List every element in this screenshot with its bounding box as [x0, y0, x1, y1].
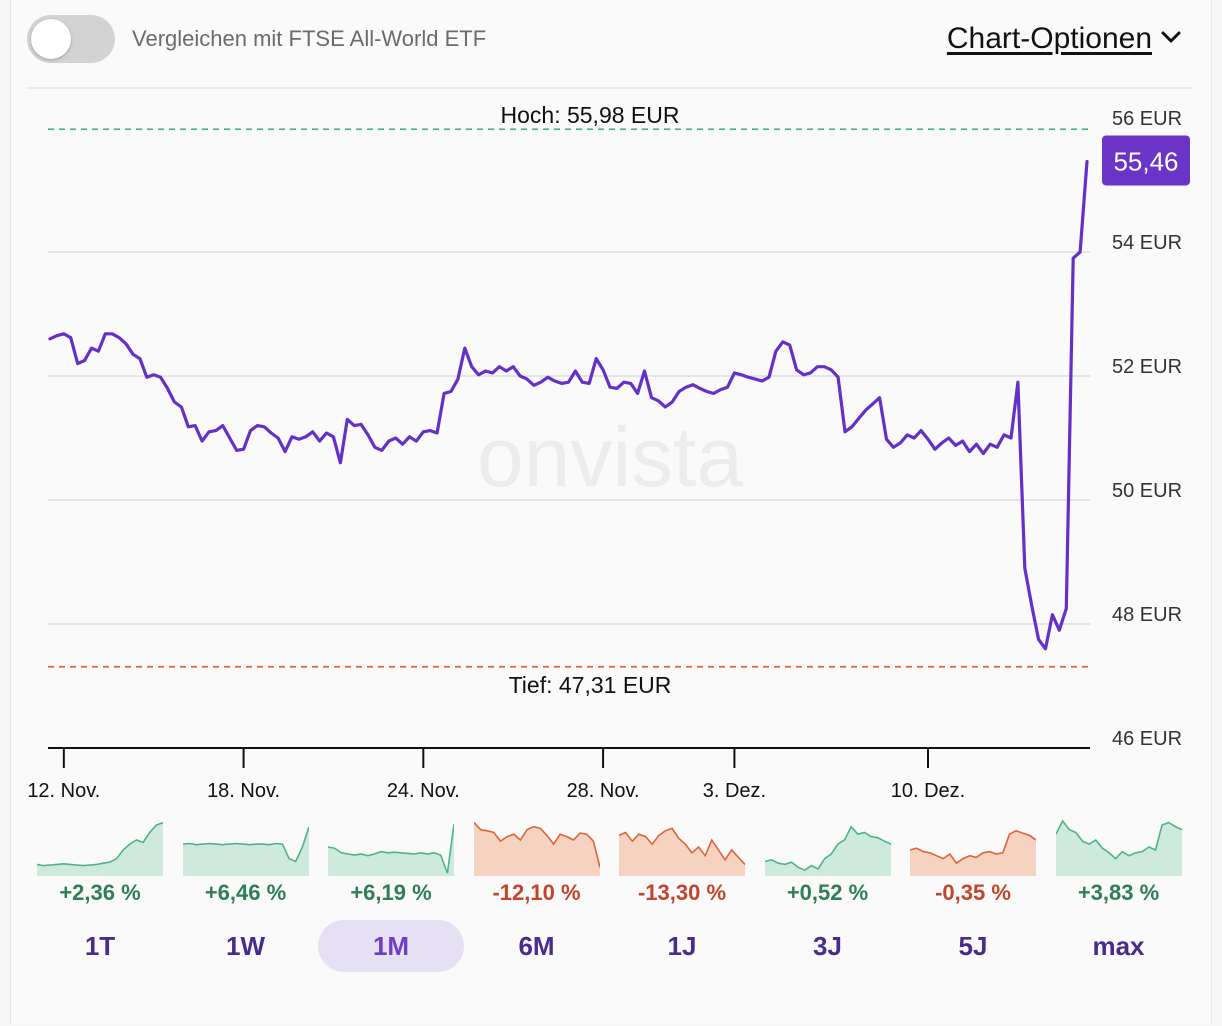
sparkline — [37, 821, 163, 876]
period-change: +3,83 % — [1077, 880, 1160, 905]
sparkline — [473, 822, 600, 876]
period-option-max[interactable]: +3,83 % max — [1046, 810, 1192, 975]
sparkline-line — [619, 827, 745, 865]
price-chart: onvista 56 EUR 54 EUR 52 EUR 50 EUR 48 EUR 46 … — [27, 87, 1192, 802]
sparkline — [182, 826, 309, 876]
x-tick-label: 18. Nov. — [207, 780, 280, 802]
period-button[interactable]: 1J — [667, 931, 697, 961]
y-tick-label: 52 EUR — [1112, 356, 1182, 378]
sparkline-line — [37, 821, 163, 867]
period-button[interactable]: 1T — [84, 931, 116, 961]
high-label: Hoch: 55,98 EUR — [501, 102, 680, 128]
sparkline-line — [182, 826, 309, 863]
sparkline-line — [328, 823, 454, 874]
sparkline-area — [182, 826, 309, 876]
period-option-1t[interactable]: +2,36 % 1T — [27, 810, 173, 975]
period-option-6m[interactable]: -12,10 % 6M — [464, 810, 610, 975]
x-tick-label: 12. Nov. — [27, 780, 100, 802]
period-option-3j[interactable]: +0,52 % 3J — [755, 810, 901, 975]
y-tick-label: 48 EUR — [1112, 604, 1182, 626]
period-button[interactable]: 5J — [958, 931, 988, 961]
sparkline-line — [764, 825, 891, 872]
last-price-badge — [1102, 135, 1190, 186]
period-change: +0,52 % — [786, 880, 869, 905]
sparkline — [1055, 819, 1182, 876]
period-selector: +2,36 % 1T +6,46 % 1W +6,19 % 1M -12,10 % 6M -13… — [27, 810, 1197, 980]
low-label: Tief: 47,31 EUR — [509, 672, 672, 698]
sparkline-area — [764, 826, 891, 876]
x-tick-label: 10. Dez. — [891, 780, 965, 802]
sparkline-line — [473, 822, 600, 868]
sparkline-area — [37, 822, 163, 876]
period-option-1w[interactable]: +6,46 % 1W — [173, 810, 319, 975]
period-change: -13,30 % — [637, 880, 727, 905]
period-option-1j[interactable]: -13,30 % 1J — [609, 810, 755, 975]
sparkline-area — [473, 822, 600, 876]
x-tick-label: 3. Dez. — [703, 780, 766, 802]
y-tick-label: 46 EUR — [1112, 728, 1182, 750]
y-tick-label: 50 EUR — [1112, 480, 1182, 502]
period-button[interactable]: 1W — [226, 931, 265, 961]
sparkline-area — [619, 828, 745, 876]
compare-label: Vergleichen mit FTSE All-World ETF — [132, 26, 487, 51]
period-button[interactable]: 3J — [813, 931, 842, 961]
period-button[interactable]: max — [1092, 931, 1145, 961]
watermark: onvista — [477, 410, 743, 504]
x-tick-label: 28. Nov. — [567, 780, 640, 802]
period-change: -12,10 % — [492, 880, 581, 905]
period-option-5j[interactable]: -0,35 % 5J — [900, 810, 1046, 975]
period-option-1m[interactable]: +6,19 % 1M — [318, 810, 464, 975]
compare-toggle-knob[interactable] — [31, 19, 71, 59]
sparkline — [328, 823, 454, 876]
sparkline — [764, 825, 891, 876]
period-change: +6,46 % — [204, 880, 287, 905]
period-button[interactable]: 6M — [518, 931, 555, 961]
compare-toggle[interactable] — [27, 15, 115, 63]
period-change: +6,19 % — [350, 880, 432, 905]
last-price-label: 55,46 — [1113, 146, 1178, 176]
sparkline — [619, 827, 745, 876]
period-change: -0,35 % — [935, 880, 1011, 905]
price-line — [48, 159, 1089, 651]
y-tick-label: 56 EUR — [1112, 108, 1182, 130]
period-button[interactable]: 1M — [318, 920, 464, 972]
y-tick-label: 54 EUR — [1112, 232, 1182, 254]
chart-options-button[interactable]: Chart-Optionen — [946, 22, 1152, 55]
chevron-down-icon[interactable] — [1158, 24, 1184, 50]
period-change: +2,36 % — [59, 880, 141, 905]
sparkline-area — [910, 830, 1036, 876]
x-tick-label: 24. Nov. — [387, 780, 460, 802]
sparkline-area — [1055, 820, 1182, 876]
sparkline-line — [910, 829, 1036, 865]
sparkline-line — [1055, 819, 1182, 860]
sparkline-area — [328, 823, 454, 876]
sparkline — [910, 829, 1036, 876]
